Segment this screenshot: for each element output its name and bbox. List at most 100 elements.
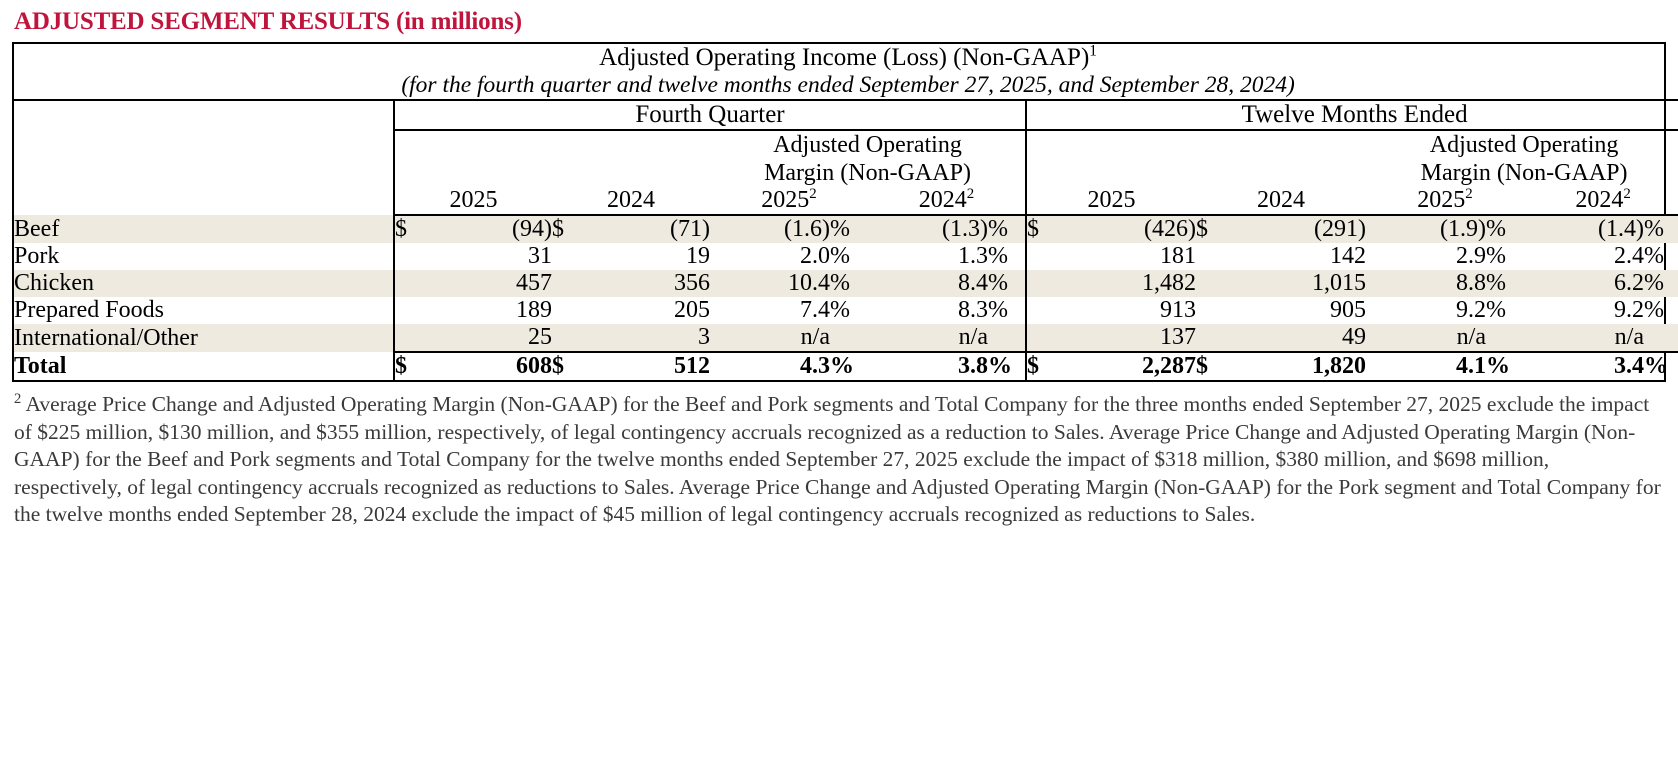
cell-tm25-value: (1.9) — [1366, 215, 1486, 244]
cell-q25-currency — [393, 324, 434, 353]
col-header-q-margin-2025-sup: 2 — [809, 186, 817, 203]
cell-t25-value: 913 — [1160, 297, 1196, 324]
cell-q24-value: 205 — [674, 297, 710, 324]
row-label: Beef — [14, 215, 394, 244]
cell-q25-currency — [393, 243, 434, 271]
cell-total-tm24-sign: % — [1644, 351, 1678, 381]
margin-header-line1-t: Adjusted Operating — [1429, 132, 1619, 159]
col-header-q-2024: 2024 — [552, 187, 710, 217]
cell-t24-value: 1,015 — [1236, 270, 1366, 298]
cell-t24-currency: $ — [1196, 215, 1236, 244]
table-row-total: Total $ 608 $ 512 4.3 % 3.8 % $ 2,287 $ … — [14, 351, 1678, 381]
cell-tm25-sign — [1486, 324, 1524, 353]
cell-tm24-value: n/a — [1524, 324, 1644, 353]
cell-qm25-value: 7.4 — [800, 297, 830, 324]
cell-qm24-sign: % — [988, 215, 1026, 244]
cell-tm24-value: 9.2 — [1614, 297, 1644, 324]
table-subtitle-row: (for the fourth quarter and twelve month… — [14, 72, 1678, 102]
table-title: Adjusted Operating Income (Loss) (Non-GA… — [14, 42, 1678, 73]
cell-q24-value: 356 — [592, 270, 710, 298]
col-header-q-margin-2025: 20252 — [710, 186, 868, 217]
cell-q25-currency: $ — [393, 215, 434, 244]
cell-total-t24-value: 1,820 — [1236, 351, 1366, 381]
cell-qm24-value: 8.3 — [958, 297, 988, 324]
col-header-q-margin-2024-text: 2024 — [918, 187, 967, 214]
cell-tm24-sign: % — [1644, 215, 1678, 244]
col-header-t-2025: 2025 — [1025, 187, 1196, 217]
cell-t25-currency — [1025, 297, 1066, 325]
cell-t25-value: 137 — [1066, 324, 1196, 353]
cell-total-tm25-sign: % — [1486, 351, 1524, 381]
table-row: Beef $ (94) $ (71) (1.6) % (1.3) % $ (42… — [14, 215, 1678, 244]
cell-t24-value: 49 — [1236, 324, 1366, 353]
cell-qm24-sign: % — [988, 297, 1008, 324]
table-row: Chicken 457 356 10.4 % 8.4 % 1,482 1,015… — [14, 270, 1678, 298]
cell-t24-currency — [1196, 297, 1236, 324]
row-label: Chicken — [14, 270, 394, 298]
cell-tm24-value: 2.4 — [1614, 243, 1644, 270]
subheader-margin-twelve: Adjusted Operating Margin (Non-GAAP) — [1366, 130, 1678, 187]
cell-t25-value: (426) — [1066, 215, 1196, 244]
col-header-q-margin-2024: 20242 — [868, 186, 1026, 217]
cell-qm25-value: (1.6) — [710, 215, 830, 244]
group-header-row: Fourth Quarter Twelve Months Ended — [14, 100, 1678, 132]
cell-tm25-value: n/a — [1366, 324, 1486, 353]
financial-table: Adjusted Operating Income (Loss) (Non-GA… — [14, 42, 1678, 381]
cell-q25-value: (94) — [434, 215, 552, 244]
cell-qm25-sign: % — [830, 215, 868, 244]
cell-t25-currency — [1025, 324, 1066, 353]
cell-qm25-value: 10.4 — [710, 270, 830, 298]
col-header-t-margin-2025-sup: 2 — [1465, 186, 1473, 203]
row-label-total: Total — [14, 353, 67, 380]
col-header-t-margin-2024-text: 2024 — [1575, 187, 1624, 214]
cell-tm25-value: 8.8 — [1366, 270, 1486, 298]
cell-q25-value: 31 — [528, 243, 552, 270]
col-header-t-margin-2024: 20242 — [1524, 187, 1678, 217]
cell-total-tm24-value: 3.4 — [1524, 351, 1644, 381]
cell-tm25-sign: % — [1486, 243, 1506, 270]
margin-subheader-row: Adjusted Operating Margin (Non-GAAP) Adj… — [14, 130, 1678, 188]
margin-header-line2-q: Margin (Non-GAAP) — [764, 160, 971, 187]
year-header-row: 2025 2024 20252 20242 2025 2024 20252 20… — [14, 186, 1678, 217]
cell-t25-currency — [1025, 270, 1066, 298]
col-header-q-margin-2024-sup: 2 — [966, 186, 975, 203]
table-row: International/Other 25 3 n/a n/a 137 49 … — [14, 324, 1678, 353]
cell-total-q24-currency: $ — [552, 351, 592, 381]
table-subtitle: (for the fourth quarter and twelve month… — [14, 72, 1678, 102]
cell-q24-value: 3 — [592, 324, 710, 353]
cell-qm25-sign: % — [830, 270, 868, 298]
cell-qm24-sign: % — [988, 243, 1008, 270]
subheader-blank-twelve — [1025, 130, 1366, 188]
cell-qm24-value: (1.3) — [868, 215, 988, 244]
row-label: International/Other — [14, 324, 394, 353]
cell-t25-value: 181 — [1160, 243, 1196, 270]
group-header-spacer — [14, 100, 394, 130]
cell-tm25-sign: % — [1486, 215, 1524, 244]
row-label: Prepared Foods — [14, 297, 164, 324]
margin-header-line2-t: Margin (Non-GAAP) — [1420, 160, 1628, 187]
cell-q25-currency — [393, 297, 434, 325]
cell-t24-currency — [1196, 324, 1236, 353]
cell-q25-currency — [393, 270, 434, 298]
cell-q24-currency — [552, 324, 592, 353]
cell-qm24-sign — [988, 324, 1026, 353]
table-title-text: Adjusted Operating Income (Loss) (Non-GA… — [599, 43, 1090, 71]
year-header-spacer — [14, 187, 394, 215]
cell-t24-value: 905 — [1330, 297, 1366, 324]
table-title-superscript: 1 — [1089, 42, 1098, 60]
row-label: Pork — [14, 243, 60, 270]
segment-results-table: Adjusted Operating Income (Loss) (Non-GA… — [12, 41, 1678, 383]
cell-qm25-sign: % — [830, 297, 850, 324]
table-row: Prepared Foods 189 205 7.4 % 8.3 % 913 9… — [14, 297, 1678, 325]
cell-qm24-value: 1.3 — [958, 243, 988, 270]
group-header-fourth-quarter: Fourth Quarter — [393, 100, 1026, 132]
cell-qm24-value: n/a — [868, 324, 988, 353]
cell-t24-currency — [1196, 270, 1236, 298]
cell-q25-value: 189 — [516, 297, 552, 324]
cell-t25-currency — [1025, 243, 1066, 271]
col-header-t-2024: 2024 — [1196, 187, 1366, 217]
cell-tm25-sign: % — [1486, 270, 1524, 298]
table-row: Pork 31 19 2.0 % 1.3 % 181 142 2.9 % 2.4… — [14, 243, 1678, 271]
cell-total-q25-currency: $ — [393, 351, 434, 381]
